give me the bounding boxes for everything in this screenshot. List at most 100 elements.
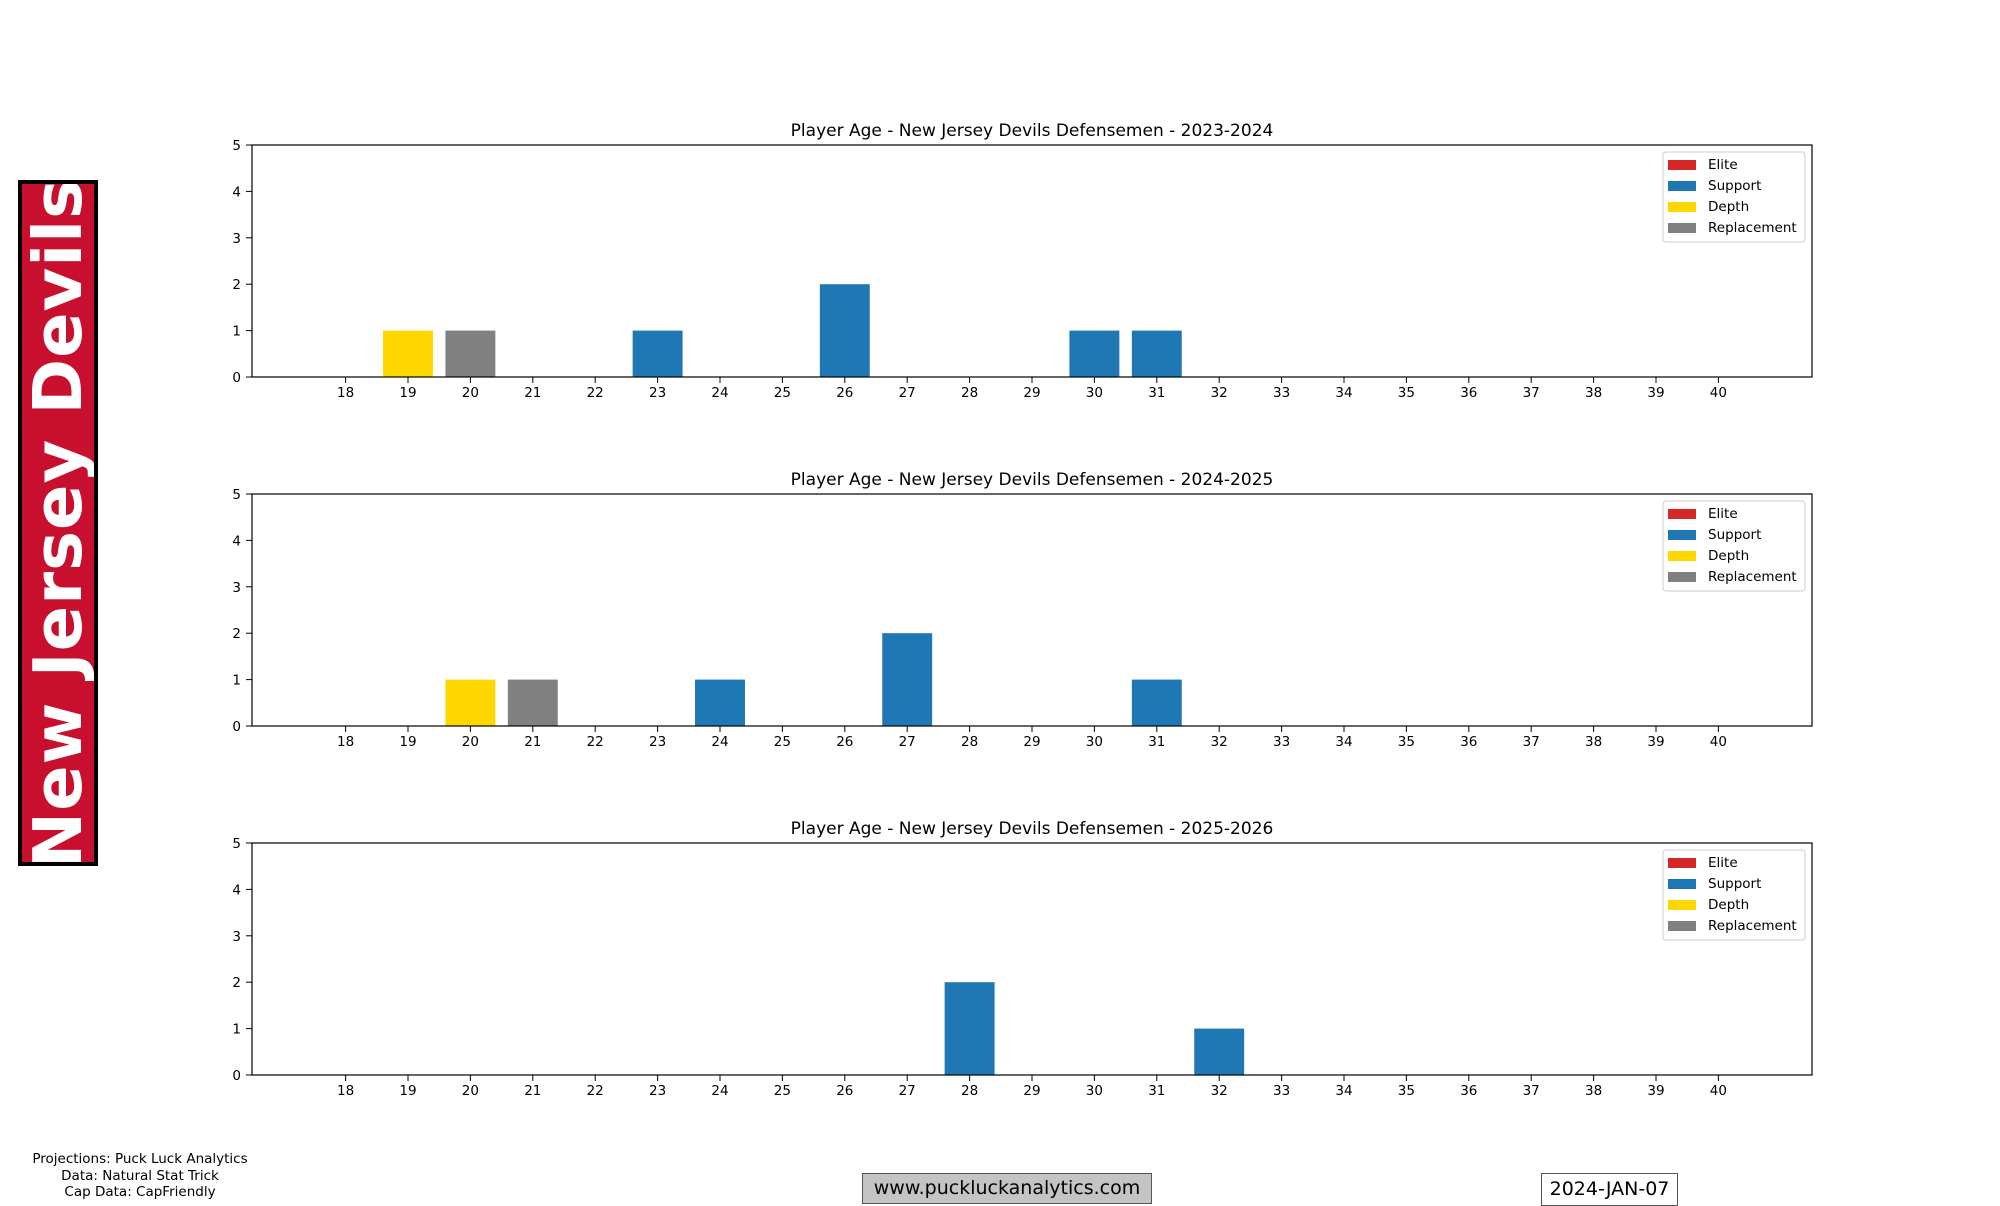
legend-swatch-depth	[1668, 900, 1696, 910]
x-tick-label: 29	[1023, 385, 1040, 401]
x-tick-label: 28	[961, 1083, 978, 1099]
x-tick-label: 36	[1460, 1083, 1477, 1099]
legend-swatch-replacement	[1668, 921, 1696, 931]
credits: Projections: Puck Luck Analytics Data: N…	[24, 1151, 256, 1201]
x-tick-label: 26	[836, 734, 853, 750]
x-tick-label: 24	[711, 734, 728, 750]
x-tick-label: 19	[399, 385, 416, 401]
x-tick-label: 26	[836, 1083, 853, 1099]
y-tick-label: 0	[232, 370, 241, 386]
y-tick-label: 1	[232, 1022, 241, 1038]
y-tick-label: 3	[232, 231, 241, 247]
chart-1: Player Age - New Jersey Devils Defenseme…	[232, 121, 1813, 401]
legend-label-replacement: Replacement	[1708, 569, 1797, 585]
x-tick-label: 33	[1273, 1083, 1290, 1099]
y-tick-label: 5	[232, 487, 241, 503]
x-tick-label: 39	[1647, 385, 1664, 401]
x-tick-label: 34	[1335, 1083, 1352, 1099]
x-tick-label: 28	[961, 734, 978, 750]
legend-label-support: Support	[1708, 178, 1761, 194]
y-tick-label: 5	[232, 138, 241, 154]
x-tick-label: 29	[1023, 1083, 1040, 1099]
x-tick-label: 19	[399, 1083, 416, 1099]
y-tick-label: 5	[232, 836, 241, 852]
x-tick-label: 30	[1086, 385, 1103, 401]
y-tick-label: 2	[232, 975, 241, 991]
legend-swatch-support	[1668, 181, 1696, 191]
legend-swatch-elite	[1668, 858, 1696, 868]
chart-2: Player Age - New Jersey Devils Defenseme…	[232, 470, 1813, 750]
x-tick-label: 30	[1086, 734, 1103, 750]
x-tick-label: 34	[1335, 734, 1352, 750]
x-tick-label: 22	[587, 385, 604, 401]
y-tick-label: 2	[232, 277, 241, 293]
x-tick-label: 23	[649, 385, 666, 401]
legend-label-support: Support	[1708, 876, 1761, 892]
y-tick-label: 4	[232, 184, 241, 200]
legend-label-depth: Depth	[1708, 897, 1749, 913]
x-tick-label: 31	[1148, 734, 1165, 750]
x-tick-label: 21	[524, 734, 541, 750]
bar-support-age-24	[695, 679, 745, 726]
x-tick-label: 21	[524, 385, 541, 401]
website-label: www.puckluckanalytics.com	[862, 1173, 1152, 1204]
x-tick-label: 20	[462, 1083, 479, 1099]
y-tick-label: 1	[232, 673, 241, 689]
legend-box	[1662, 849, 1806, 941]
chart-title: Player Age - New Jersey Devils Defenseme…	[791, 121, 1274, 141]
x-tick-label: 36	[1460, 734, 1477, 750]
legend-swatch-replacement	[1668, 572, 1696, 582]
legend-label-elite: Elite	[1708, 855, 1738, 871]
bar-support-age-23	[632, 330, 683, 377]
credit-data: Data: Natural Stat Trick	[61, 1167, 219, 1184]
y-tick-label: 4	[232, 533, 241, 549]
legend-swatch-depth	[1668, 551, 1696, 561]
x-tick-label: 39	[1647, 734, 1664, 750]
legend-swatch-elite	[1668, 509, 1696, 519]
bar-replacement-age-20	[445, 330, 496, 377]
x-tick-label: 36	[1460, 385, 1477, 401]
bar-replacement-age-21	[507, 679, 558, 726]
y-tick-label: 0	[232, 719, 241, 735]
bar-support-age-31	[1131, 679, 1182, 726]
legend-label-replacement: Replacement	[1708, 220, 1797, 236]
chart-title: Player Age - New Jersey Devils Defenseme…	[791, 470, 1274, 490]
credit-cap-data: Cap Data: CapFriendly	[64, 1184, 216, 1200]
x-tick-label: 18	[337, 385, 354, 401]
x-tick-label: 27	[899, 734, 916, 750]
x-tick-label: 25	[774, 385, 791, 401]
y-tick-label: 1	[232, 324, 241, 340]
x-tick-label: 35	[1398, 1083, 1415, 1099]
x-tick-label: 24	[711, 1083, 728, 1099]
x-tick-label: 23	[649, 1083, 666, 1099]
bar-support-age-31	[1131, 330, 1182, 377]
x-tick-label: 22	[587, 1083, 604, 1099]
x-tick-label: 18	[337, 734, 354, 750]
x-tick-label: 26	[836, 385, 853, 401]
x-tick-label: 40	[1710, 385, 1727, 401]
x-tick-label: 37	[1523, 385, 1540, 401]
x-tick-label: 27	[899, 385, 916, 401]
legend-label-depth: Depth	[1708, 548, 1749, 564]
x-tick-label: 35	[1398, 385, 1415, 401]
x-tick-label: 37	[1523, 734, 1540, 750]
x-tick-label: 38	[1585, 1083, 1602, 1099]
y-tick-label: 3	[232, 580, 241, 596]
legend-box	[1662, 500, 1806, 592]
legend-label-support: Support	[1708, 527, 1761, 543]
x-tick-label: 25	[774, 1083, 791, 1099]
x-tick-label: 38	[1585, 385, 1602, 401]
bar-support-age-28	[944, 982, 995, 1075]
x-tick-label: 40	[1710, 1083, 1727, 1099]
legend-swatch-replacement	[1668, 223, 1696, 233]
legend-label-elite: Elite	[1708, 157, 1738, 173]
x-tick-label: 31	[1148, 385, 1165, 401]
legend-swatch-support	[1668, 530, 1696, 540]
team-banner: New Jersey Devils	[18, 180, 98, 866]
x-tick-label: 34	[1335, 385, 1352, 401]
legend-label-depth: Depth	[1708, 199, 1749, 215]
x-tick-label: 39	[1647, 1083, 1664, 1099]
x-tick-label: 23	[649, 734, 666, 750]
date-label: 2024-JAN-07	[1541, 1173, 1678, 1206]
